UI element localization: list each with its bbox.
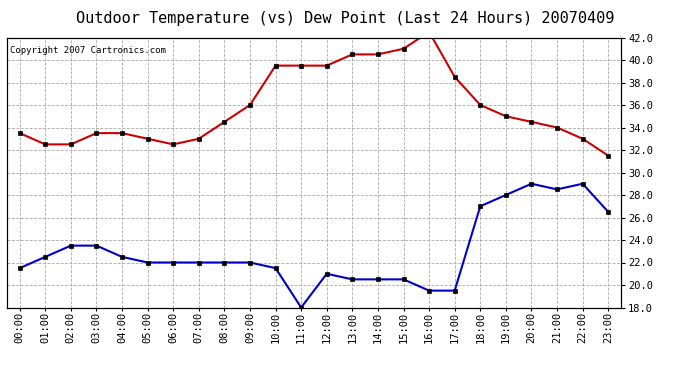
Text: Copyright 2007 Cartronics.com: Copyright 2007 Cartronics.com bbox=[10, 46, 166, 55]
Text: Outdoor Temperature (vs) Dew Point (Last 24 Hours) 20070409: Outdoor Temperature (vs) Dew Point (Last… bbox=[76, 11, 614, 26]
